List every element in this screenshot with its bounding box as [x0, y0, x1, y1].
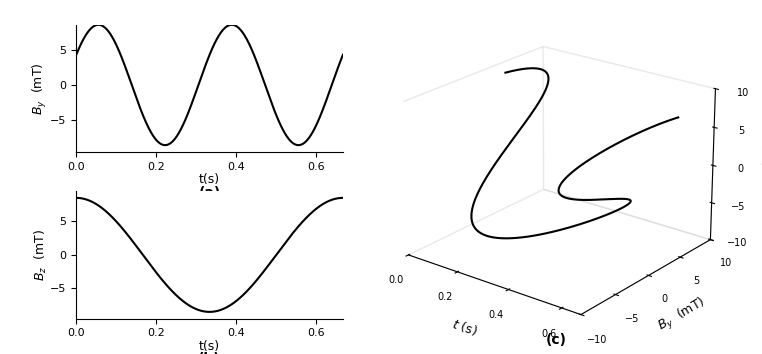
Text: (a): (a) — [198, 186, 221, 200]
Text: (c): (c) — [546, 333, 567, 347]
X-axis label: $t$ (s): $t$ (s) — [450, 316, 479, 338]
Y-axis label: $B_y$  (mT): $B_y$ (mT) — [655, 294, 709, 336]
X-axis label: t(s): t(s) — [199, 340, 220, 353]
Y-axis label: $B_y$  (mT): $B_y$ (mT) — [30, 62, 49, 115]
X-axis label: t(s): t(s) — [199, 173, 220, 186]
Y-axis label: $B_z$  (mT): $B_z$ (mT) — [33, 229, 49, 281]
Text: (b): (b) — [198, 352, 221, 354]
